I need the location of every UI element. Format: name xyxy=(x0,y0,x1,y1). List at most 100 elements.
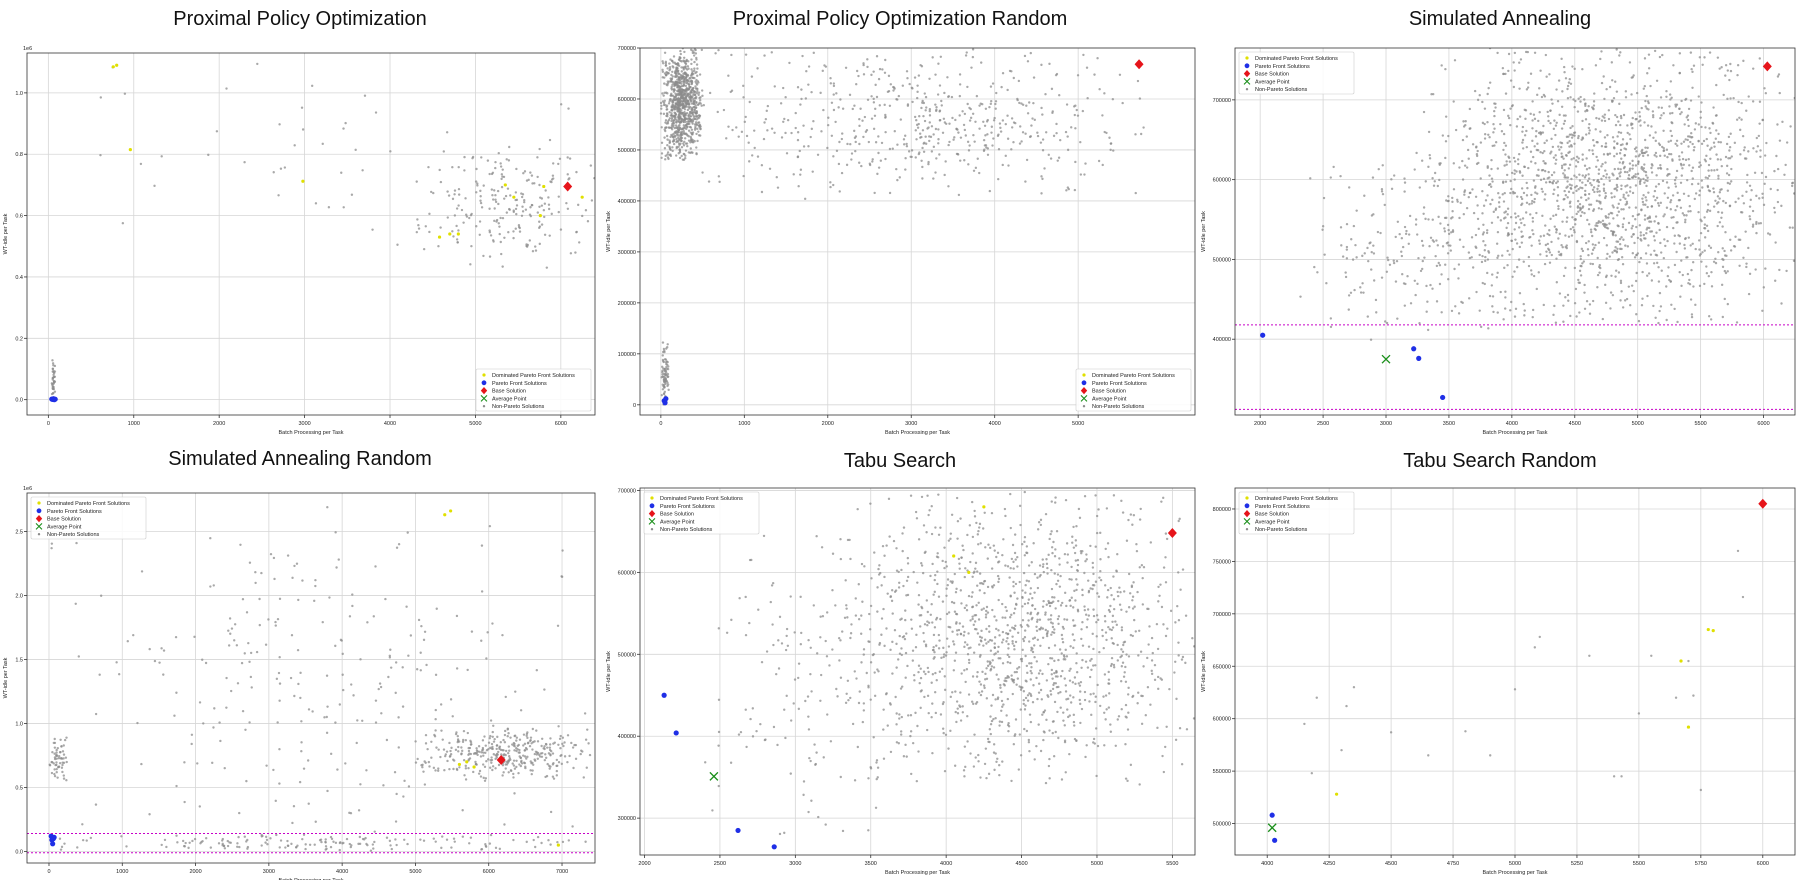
non-pareto-point xyxy=(1627,194,1630,197)
non-pareto-point xyxy=(669,154,673,158)
x-tick-label: 4500 xyxy=(1569,421,1581,427)
non-pareto-point xyxy=(1573,174,1576,177)
non-pareto-point xyxy=(688,112,691,116)
non-pareto-point xyxy=(1579,95,1582,99)
non-pareto-point xyxy=(538,242,541,246)
non-pareto-point xyxy=(1692,149,1696,152)
non-pareto-point xyxy=(488,172,491,176)
non-pareto-point xyxy=(51,378,54,381)
non-pareto-point xyxy=(1040,106,1043,110)
non-pareto-point xyxy=(461,738,465,742)
non-pareto-point xyxy=(1441,134,1445,137)
non-pareto-point xyxy=(855,69,859,73)
non-pareto-point xyxy=(1520,241,1524,244)
non-pareto-point xyxy=(1619,279,1623,283)
non-pareto-point xyxy=(1547,248,1551,252)
non-pareto-point xyxy=(1666,173,1670,176)
non-pareto-point xyxy=(1690,169,1693,173)
non-pareto-point xyxy=(1634,184,1638,187)
non-pareto-point xyxy=(995,91,998,95)
non-pareto-point xyxy=(1352,224,1356,228)
non-pareto-point xyxy=(330,837,334,841)
non-pareto-point xyxy=(1615,251,1619,254)
non-pareto-point xyxy=(1537,174,1540,177)
non-pareto-point xyxy=(556,624,560,627)
non-pareto-point xyxy=(523,742,527,746)
non-pareto-point xyxy=(1716,158,1720,161)
x-tick-label: 2000 xyxy=(189,869,201,875)
non-pareto-point xyxy=(1678,71,1681,75)
non-pareto-point xyxy=(1657,321,1660,325)
non-pareto-point xyxy=(1524,117,1527,121)
non-pareto-point xyxy=(1523,134,1527,137)
non-pareto-point xyxy=(250,686,253,689)
non-pareto-point xyxy=(246,838,249,842)
non-pareto-point xyxy=(1620,184,1623,187)
non-pareto-point xyxy=(904,168,907,171)
non-pareto-point xyxy=(493,737,496,741)
x-tick-label: 2000 xyxy=(1254,421,1266,427)
non-pareto-point xyxy=(528,239,531,242)
non-pareto-point xyxy=(258,597,261,601)
non-pareto-point xyxy=(443,768,446,772)
non-pareto-point xyxy=(51,362,55,365)
non-pareto-point xyxy=(498,225,501,228)
non-pareto-point xyxy=(756,155,760,158)
non-pareto-point xyxy=(324,845,328,848)
non-pareto-point xyxy=(727,125,730,128)
non-pareto-point xyxy=(1589,228,1593,231)
non-pareto-point xyxy=(484,744,487,747)
non-pareto-point xyxy=(1634,118,1638,121)
non-pareto-point xyxy=(1687,158,1690,161)
non-pareto-point xyxy=(529,206,532,209)
non-pareto-point xyxy=(1544,224,1547,227)
non-pareto-point xyxy=(1072,546,1076,549)
non-pareto-point xyxy=(1440,64,1443,67)
non-pareto-point xyxy=(1544,243,1548,247)
non-pareto-point xyxy=(1792,259,1795,262)
non-pareto-point xyxy=(860,164,863,168)
non-pareto-point xyxy=(497,750,500,754)
non-pareto-point xyxy=(1536,93,1539,97)
non-pareto-point xyxy=(1487,86,1490,90)
non-pareto-point xyxy=(1386,258,1390,262)
non-pareto-point xyxy=(1581,186,1584,190)
non-pareto-point xyxy=(51,751,54,754)
x-tick-label: 5000 xyxy=(469,421,481,427)
non-pareto-point xyxy=(665,134,669,138)
non-pareto-point xyxy=(764,117,768,121)
non-pareto-point xyxy=(53,774,57,778)
non-pareto-point xyxy=(666,113,669,116)
non-pareto-point xyxy=(665,122,668,125)
non-pareto-point xyxy=(1082,53,1085,57)
non-pareto-point xyxy=(876,172,879,176)
non-pareto-point xyxy=(1513,51,1517,55)
non-pareto-point xyxy=(531,182,534,185)
non-pareto-point xyxy=(254,571,257,574)
non-pareto-point xyxy=(548,748,552,752)
plot-frame xyxy=(26,52,596,416)
non-pareto-point xyxy=(1666,274,1670,278)
non-pareto-point xyxy=(488,231,492,234)
non-pareto-point xyxy=(1059,574,1062,578)
non-pareto-point xyxy=(1497,192,1500,195)
non-pareto-point xyxy=(1690,315,1694,319)
non-pareto-point xyxy=(1572,191,1575,195)
non-pareto-point xyxy=(690,62,693,66)
non-pareto-point xyxy=(89,836,93,840)
non-pareto-point xyxy=(1014,718,1018,721)
x-tick-label: 1000 xyxy=(128,421,140,427)
non-pareto-point xyxy=(1519,195,1523,199)
non-pareto-point xyxy=(1707,163,1711,167)
non-pareto-point xyxy=(520,759,523,763)
non-pareto-point xyxy=(389,844,392,847)
non-pareto-point xyxy=(365,769,368,772)
non-pareto-point xyxy=(1678,52,1682,55)
non-pareto-point xyxy=(1626,170,1629,174)
non-pareto-point xyxy=(366,843,369,847)
non-pareto-point xyxy=(245,779,248,783)
non-pareto-point xyxy=(683,92,686,95)
non-pareto-point xyxy=(1054,607,1057,610)
non-pareto-point xyxy=(1444,140,1448,143)
non-pareto-point xyxy=(508,207,511,211)
